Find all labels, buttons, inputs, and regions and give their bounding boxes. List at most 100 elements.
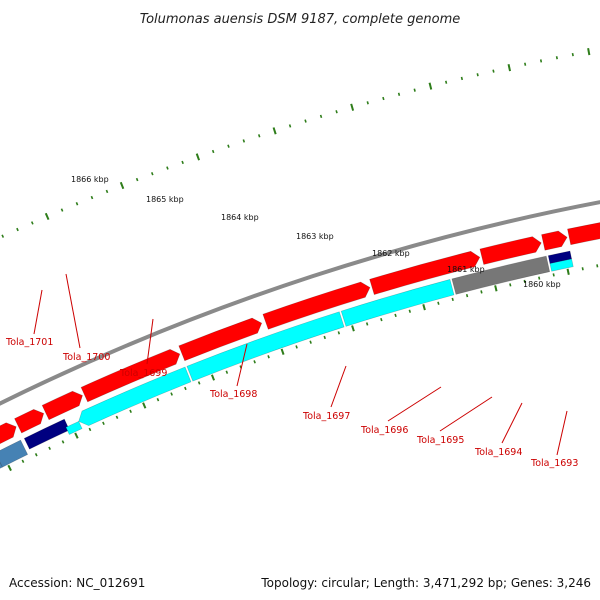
feature-track [0, 222, 600, 469]
gene-label-tola-1697: Tola_1697 [302, 411, 350, 422]
minor-tick [492, 69, 495, 73]
minor-tick [48, 446, 51, 450]
gene-label-tola-1698: Tola_1698 [209, 389, 257, 400]
major-tick [280, 348, 285, 355]
minor-tick [539, 59, 543, 63]
cds-rev-tola-1697 [340, 279, 455, 327]
major-tick [142, 402, 147, 409]
major-tick [119, 181, 125, 190]
minor-tick [380, 317, 383, 322]
minor-tick [555, 56, 558, 60]
major-tick [74, 432, 79, 439]
minor-tick [366, 101, 369, 105]
major-tick [351, 325, 355, 332]
kbp-label-1866: 1866 kbp [71, 175, 109, 184]
gene-callouts [33, 273, 568, 456]
minor-tick [476, 73, 479, 77]
kbp-label-1860: 1860 kbp [523, 280, 561, 289]
gene-label-tola-1694: Tola_1694 [474, 447, 522, 458]
minor-tick [382, 96, 385, 101]
minor-tick [288, 124, 292, 128]
minor-tick [335, 110, 338, 114]
major-tick [428, 82, 433, 90]
minor-tick [397, 92, 401, 96]
cds-fwd-g [262, 281, 371, 330]
topology-summary: Topology: circular; Length: 3,471,292 bp… [260, 576, 591, 590]
map-title: Tolumonas auensis DSM 9187, complete gen… [140, 12, 461, 27]
callout-line [33, 289, 43, 335]
minor-tick [184, 386, 187, 391]
gene-label-tola-1695: Tola_1695 [416, 435, 464, 446]
cds-fwd-d [41, 390, 83, 421]
cds-fwd-f [178, 317, 263, 362]
minor-tick [115, 415, 119, 419]
minor-tick [75, 202, 79, 206]
minor-tick [170, 392, 173, 396]
kbp-label-1864: 1864 kbp [221, 213, 259, 222]
minor-tick [227, 144, 230, 148]
cds-rev-tola-1699 [78, 366, 192, 426]
minor-tick [552, 273, 555, 277]
minor-tick [596, 264, 599, 268]
minor-tick [16, 227, 19, 232]
minor-tick [444, 80, 448, 84]
minor-tick [257, 134, 261, 138]
minor-tick [319, 114, 323, 119]
minor-tick [135, 177, 139, 182]
callout-line [146, 318, 154, 365]
minor-tick [524, 62, 527, 66]
minor-tick [460, 76, 464, 81]
major-tick [566, 268, 570, 275]
minor-tick [465, 293, 469, 298]
minor-tick [102, 421, 105, 425]
minor-tick [242, 139, 246, 143]
gene-label-tola-1700: Tola_1700 [62, 352, 110, 363]
minor-tick [129, 409, 132, 414]
minor-tick [408, 309, 411, 313]
minor-tick [323, 335, 326, 340]
cds-rev-tola-1701a [0, 461, 3, 469]
minor-tick [538, 276, 541, 280]
cds-fwd-c [14, 409, 45, 434]
inner-tick-ring [7, 264, 599, 472]
major-tick [507, 63, 512, 72]
major-tick [350, 103, 355, 111]
kbp-label-1861: 1861 kbp [447, 265, 485, 274]
minor-tick [34, 453, 38, 457]
kbp-label-1863: 1863 kbp [296, 232, 334, 241]
minor-tick [437, 301, 440, 305]
minor-tick [105, 189, 109, 194]
cds-fwd-i [479, 236, 542, 265]
cds-rev-tola-1700b [65, 420, 83, 435]
callout-line [387, 386, 442, 422]
minor-tick [309, 340, 312, 344]
gene-label-tola-1699: Tola_1699 [119, 368, 167, 379]
minor-tick [267, 355, 270, 359]
minor-tick [451, 297, 454, 302]
callout-line [501, 402, 523, 444]
cds-rev-tola-1700 [23, 418, 70, 450]
cds-fwd-j [541, 230, 568, 251]
cds-fwd-h [369, 250, 481, 295]
minor-tick [571, 52, 574, 57]
minor-tick [166, 166, 169, 170]
gene-label-tola-1696: Tola_1696 [360, 425, 408, 436]
minor-tick [337, 331, 341, 335]
minor-tick [1, 234, 5, 238]
feature-tola-1696 [451, 255, 551, 295]
minor-tick [90, 195, 94, 200]
minor-tick [295, 345, 298, 349]
cds-rev-tola-1701b [0, 439, 29, 468]
major-tick [494, 285, 498, 292]
minor-tick [509, 283, 512, 287]
callout-line [65, 273, 81, 349]
minor-tick [304, 119, 307, 123]
major-tick [587, 48, 591, 56]
major-tick [195, 153, 201, 161]
gene-label-tola-1701: Tola_1701 [5, 337, 53, 348]
outer-tick-ring [1, 48, 591, 238]
callout-line [439, 396, 493, 432]
minor-tick [181, 160, 184, 165]
major-tick [44, 212, 50, 221]
